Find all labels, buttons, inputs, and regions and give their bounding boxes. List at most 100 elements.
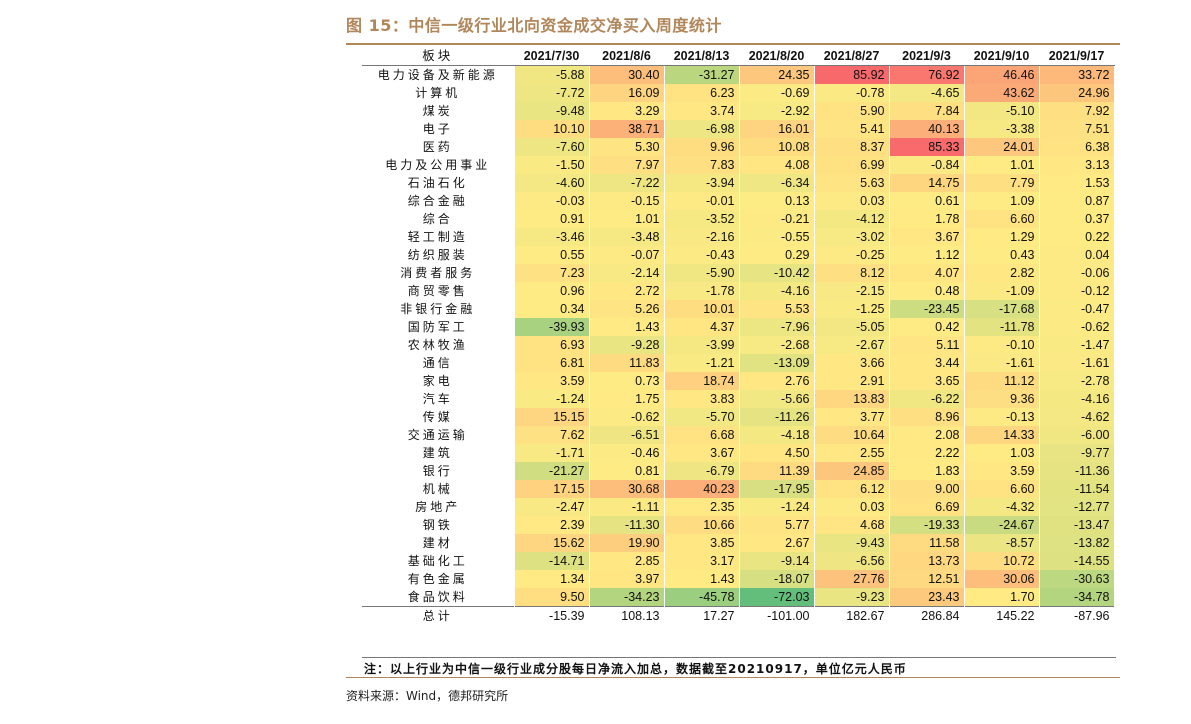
heat-cell: 11.39 — [739, 462, 815, 480]
heat-cell: -9.48 — [514, 102, 590, 120]
title-rule — [346, 43, 1120, 45]
heat-cell: 24.85 — [814, 462, 890, 480]
heat-cell: 27.76 — [814, 570, 890, 588]
table-body: 电力设备及新能源 -5.88 30.40 -31.27 24.35 85.92 76.92 4… — [362, 65, 1115, 625]
heat-cell: -19.33 — [889, 516, 965, 534]
heat-cell: -5.90 — [664, 264, 740, 282]
heat-cell: -4.60 — [514, 174, 590, 192]
heat-cell: 2.91 — [814, 372, 890, 390]
heat-cell: -18.07 — [739, 570, 815, 588]
row-label: 汽车 — [362, 390, 515, 408]
heat-cell: 6.12 — [814, 480, 890, 498]
heat-cell: 7.92 — [1039, 102, 1115, 120]
heat-cell: -30.63 — [1039, 570, 1115, 588]
row-label: 房地产 — [362, 498, 515, 516]
heat-cell: -1.25 — [814, 300, 890, 318]
row-label: 商贸零售 — [362, 282, 515, 300]
heat-cell: 7.62 — [514, 426, 590, 444]
heat-cell: -3.38 — [964, 120, 1040, 138]
heat-cell: 7.23 — [514, 264, 590, 282]
heat-cell: 7.97 — [589, 156, 665, 174]
heat-cell: 0.43 — [964, 246, 1040, 264]
heat-cell: -3.52 — [664, 210, 740, 228]
heat-cell: -14.71 — [514, 552, 590, 570]
heat-cell: 3.65 — [889, 372, 965, 390]
table-row: 建材 15.62 19.90 3.85 2.67 -9.43 11.58 -8.57 -13.8… — [362, 534, 1115, 552]
heat-cell: -9.23 — [814, 588, 890, 607]
row-label: 食品饮料 — [362, 588, 515, 607]
row-label: 计算机 — [362, 84, 515, 102]
heat-cell: -4.18 — [739, 426, 815, 444]
heat-cell: 33.72 — [1039, 65, 1115, 84]
heat-cell: 16.09 — [589, 84, 665, 102]
heat-cell: 13.83 — [814, 390, 890, 408]
heat-cell: 6.81 — [514, 354, 590, 372]
heat-cell: 3.59 — [514, 372, 590, 390]
heat-cell: -4.65 — [889, 84, 965, 102]
heat-cell: 10.10 — [514, 120, 590, 138]
row-label: 银行 — [362, 462, 515, 480]
heat-cell: 38.71 — [589, 120, 665, 138]
table-row: 电子 10.10 38.71 -6.98 16.01 5.41 40.13 -3.38 7.51 — [362, 120, 1115, 138]
heat-cell: -14.55 — [1039, 552, 1115, 570]
figure-title: 图 15：中信一级行业北向资金成交净买入周度统计 — [346, 16, 722, 35]
heat-cell: -9.43 — [814, 534, 890, 552]
header-date: 2021/8/6 — [589, 47, 665, 66]
heat-cell: 24.96 — [1039, 84, 1115, 102]
heat-cell: 4.50 — [739, 444, 815, 462]
heat-cell: -6.34 — [739, 174, 815, 192]
header-date: 2021/7/30 — [514, 47, 590, 66]
table-row: 机械 17.15 30.68 40.23 -17.95 6.12 9.00 6.60 -11.5… — [362, 480, 1115, 498]
heat-cell: -1.50 — [514, 156, 590, 174]
heat-cell: 2.35 — [664, 498, 740, 516]
heat-cell: 1.70 — [964, 588, 1040, 607]
table-note: 注：以上行业为中信一级行业成分股每日净流入加总，数据截至20210917，单位亿… — [362, 657, 1116, 677]
heatmap-table: 板块 2021/7/30 2021/8/6 2021/8/13 2021/8/2… — [362, 47, 1115, 625]
heat-cell: -0.10 — [964, 336, 1040, 354]
heat-cell: 0.55 — [514, 246, 590, 264]
heat-cell: -1.24 — [739, 498, 815, 516]
heat-cell: 43.62 — [964, 84, 1040, 102]
heat-cell: 5.41 — [814, 120, 890, 138]
table-row: 电力设备及新能源 -5.88 30.40 -31.27 24.35 85.92 76.92 4… — [362, 65, 1115, 84]
heat-cell: -0.43 — [664, 246, 740, 264]
heat-cell: -2.92 — [739, 102, 815, 120]
total-row: 总计 -15.39 108.13 17.27 -101.00 182.67 286.84 14… — [362, 606, 1115, 625]
heat-cell: 15.15 — [514, 408, 590, 426]
heat-cell: 3.59 — [964, 462, 1040, 480]
heat-cell: 4.68 — [814, 516, 890, 534]
heat-cell: 0.87 — [1039, 192, 1115, 210]
heat-cell: -5.70 — [664, 408, 740, 426]
heat-cell: -0.47 — [1039, 300, 1115, 318]
heat-cell: -12.77 — [1039, 498, 1115, 516]
heat-cell: 14.75 — [889, 174, 965, 192]
heat-cell: -9.77 — [1039, 444, 1115, 462]
heat-cell: 6.68 — [664, 426, 740, 444]
heat-cell: 1.43 — [664, 570, 740, 588]
heat-cell: 0.03 — [814, 498, 890, 516]
heat-cell: -3.99 — [664, 336, 740, 354]
heat-cell: -3.48 — [589, 228, 665, 246]
row-label: 建筑 — [362, 444, 515, 462]
table-row: 商贸零售 0.96 2.72 -1.78 -4.16 -2.15 0.48 -1.09 -0.1… — [362, 282, 1115, 300]
heat-cell: -2.78 — [1039, 372, 1115, 390]
table-row: 基础化工 -14.71 2.85 3.17 -9.14 -6.56 13.73 10.72 -1… — [362, 552, 1115, 570]
heat-cell: 40.13 — [889, 120, 965, 138]
table-row: 轻工制造 -3.46 -3.48 -2.16 -0.55 -3.02 3.67 1.29 0.2… — [362, 228, 1115, 246]
heat-cell: 3.85 — [664, 534, 740, 552]
heat-cell: -11.30 — [589, 516, 665, 534]
heat-cell: -2.47 — [514, 498, 590, 516]
row-label: 交通运输 — [362, 426, 515, 444]
row-label: 国防军工 — [362, 318, 515, 336]
heat-cell: -2.14 — [589, 264, 665, 282]
heat-cell: 2.85 — [589, 552, 665, 570]
heat-cell: -6.51 — [589, 426, 665, 444]
header-date: 2021/8/20 — [739, 47, 815, 66]
heat-cell: 1.01 — [964, 156, 1040, 174]
heat-cell: 9.00 — [889, 480, 965, 498]
heat-cell: 18.74 — [664, 372, 740, 390]
heat-cell: -7.22 — [589, 174, 665, 192]
heat-cell: -4.16 — [739, 282, 815, 300]
heat-cell: -0.84 — [889, 156, 965, 174]
row-label: 通信 — [362, 354, 515, 372]
